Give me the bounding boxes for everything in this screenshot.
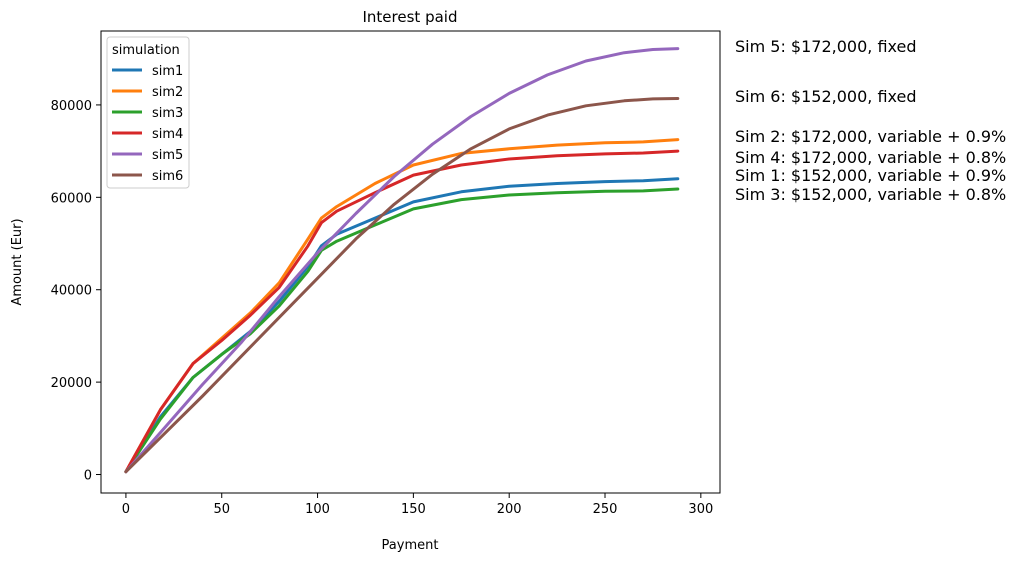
legend-label-sim3: sim3	[152, 106, 183, 121]
annotation-6: Sim 3: $152,000, variable + 0.8%	[735, 185, 1006, 204]
y-axis-ticks: 0 20000 40000 60000 80000	[51, 99, 101, 484]
x-tick-label: 300	[688, 502, 713, 517]
y-tick-label: 40000	[51, 284, 92, 299]
legend-label-sim5: sim5	[152, 148, 183, 163]
chart-title: Interest paid	[363, 8, 458, 26]
legend-label-sim6: sim6	[152, 169, 183, 184]
series-lines	[124, 47, 680, 474]
plot-frame	[100, 30, 721, 494]
x-tick-label: 200	[497, 502, 522, 517]
annotation-5: Sim 1: $152,000, variable + 0.9%	[735, 166, 1006, 185]
x-axis-ticks: 0 50 100 150 200 250 300	[122, 493, 713, 517]
legend-label-sim2: sim2	[152, 85, 183, 100]
y-tick-label: 80000	[51, 99, 92, 114]
x-tick-label: 0	[122, 502, 130, 517]
legend: simulation sim1 sim2 sim3 sim4 sim5 sim6	[106, 36, 190, 189]
x-tick-label: 250	[593, 502, 618, 517]
annotation-4: Sim 4: $172,000, variable + 0.8%	[735, 148, 1006, 167]
series-line-sim6	[124, 97, 680, 474]
series-line-sim3	[124, 187, 680, 474]
legend-label-sim1: sim1	[152, 64, 183, 79]
y-tick-label: 0	[84, 469, 92, 484]
legend-title: simulation	[112, 43, 180, 58]
series-line-sim4	[124, 149, 680, 474]
annotation-3: Sim 2: $172,000, variable + 0.9%	[735, 127, 1006, 146]
x-tick-label: 150	[401, 502, 426, 517]
legend-label-sim4: sim4	[152, 127, 183, 142]
series-line-sim1	[124, 177, 680, 474]
x-tick-label: 50	[213, 502, 230, 517]
annotations: Sim 5: $172,000, fixed Sim 6: $152,000, f…	[735, 37, 1006, 204]
x-axis-label: Payment	[382, 538, 439, 553]
x-tick-label: 100	[305, 502, 330, 517]
series-line-sim5	[124, 47, 680, 474]
legend-items: sim1 sim2 sim3 sim4 sim5 sim6	[112, 64, 183, 184]
legend-box	[106, 36, 190, 189]
y-tick-label: 60000	[51, 191, 92, 206]
annotation-2: Sim 6: $152,000, fixed	[735, 87, 917, 106]
y-tick-label: 20000	[51, 376, 92, 391]
annotation-1: Sim 5: $172,000, fixed	[735, 37, 917, 56]
series-line-sim2	[124, 138, 680, 474]
y-axis-label: Amount (Eur)	[10, 218, 25, 305]
